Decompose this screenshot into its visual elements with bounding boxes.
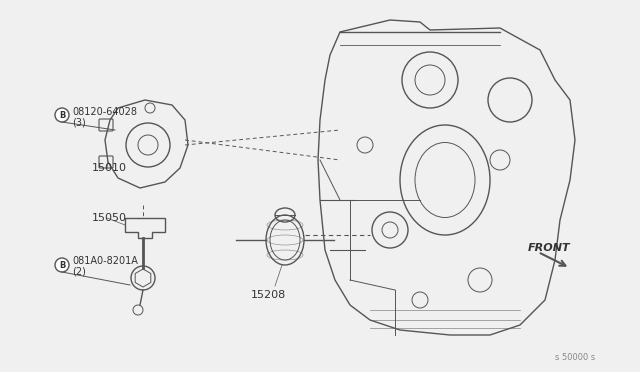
Text: FRONT: FRONT (528, 243, 571, 253)
Text: 15010: 15010 (92, 163, 127, 173)
Text: 15050: 15050 (92, 213, 127, 223)
Text: (2): (2) (72, 266, 86, 276)
Text: 08120-64028: 08120-64028 (72, 107, 137, 117)
Text: 15208: 15208 (250, 290, 285, 300)
Text: (3): (3) (72, 117, 86, 127)
Circle shape (55, 258, 69, 272)
Text: B: B (59, 260, 65, 269)
Text: s 50000 s: s 50000 s (555, 353, 595, 362)
Circle shape (55, 108, 69, 122)
Text: 081A0-8201A: 081A0-8201A (72, 256, 138, 266)
Text: B: B (59, 110, 65, 119)
